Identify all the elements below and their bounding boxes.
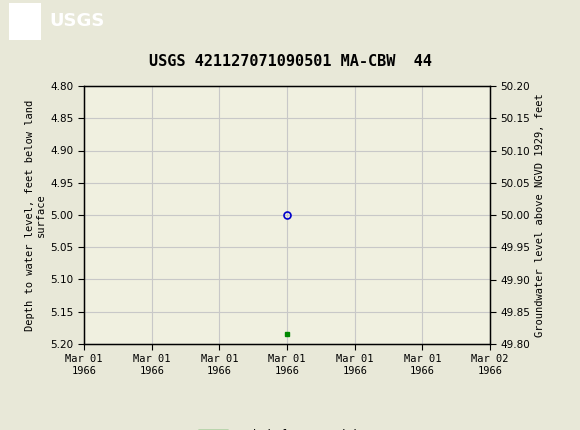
Text: USGS: USGS: [49, 12, 104, 31]
Y-axis label: Depth to water level, feet below land
surface: Depth to water level, feet below land su…: [25, 99, 46, 331]
Legend: Period of approved data: Period of approved data: [194, 424, 380, 430]
Y-axis label: Groundwater level above NGVD 1929, feet: Groundwater level above NGVD 1929, feet: [535, 93, 545, 337]
Text: USGS 421127071090501 MA-CBW  44: USGS 421127071090501 MA-CBW 44: [148, 54, 432, 69]
Bar: [9, 3, 41, 40]
